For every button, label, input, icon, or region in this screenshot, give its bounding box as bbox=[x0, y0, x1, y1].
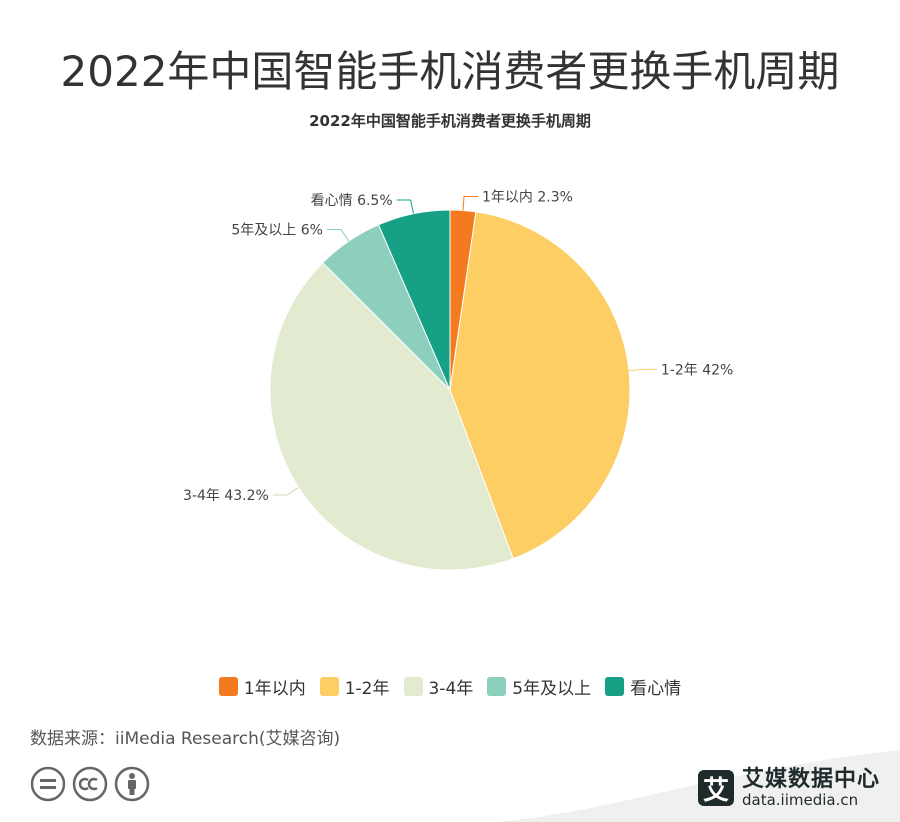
source-note: 数据来源：iiMedia Research(艾媒咨询) bbox=[30, 729, 341, 749]
data-label-3: 5年及以上 6% bbox=[231, 223, 323, 239]
legend-label: 看心情 bbox=[630, 679, 682, 699]
brand-logo: 艾 bbox=[697, 770, 734, 807]
legend: 1年以内 1-2年 3-4年 5年及以上 看心情 bbox=[0, 674, 900, 699]
legend-item-2: 3-4年 bbox=[403, 674, 474, 699]
legend-item-3: 5年及以上 bbox=[487, 674, 591, 699]
legend-swatch bbox=[487, 677, 507, 696]
leader-line-4 bbox=[396, 199, 414, 214]
legend-label: 3-4年 bbox=[428, 679, 474, 699]
legend-item-1: 1-2年 bbox=[319, 674, 390, 699]
page-title: 2022年中国智能手机消费者更换手机周期 bbox=[60, 47, 840, 96]
data-label-1: 1-2年 42% bbox=[661, 362, 733, 378]
legend-swatch bbox=[605, 677, 625, 696]
pie-chart: 1年以内 2.3% 1-2年 42% 3-4年 43.2% 5年及以上 6% 看心情 6… bbox=[183, 190, 733, 571]
pie-slice-2 bbox=[269, 262, 514, 571]
legend-swatch bbox=[319, 677, 339, 696]
pie-slice-4 bbox=[377, 209, 451, 391]
legend-label: 1-2年 bbox=[344, 679, 390, 699]
legend-item-4: 看心情 bbox=[605, 674, 681, 699]
equals-icon bbox=[30, 766, 66, 802]
leader-line-0 bbox=[462, 196, 479, 211]
data-label-4: 看心情 6.5% bbox=[311, 193, 393, 209]
leader-line-3 bbox=[326, 229, 350, 242]
legend-swatch bbox=[218, 677, 238, 696]
data-label-2: 3-4年 43.2% bbox=[183, 488, 269, 504]
brand-url: data.iimedia.cn bbox=[741, 791, 859, 810]
brand: 艾 艾媒数据中心 data.iimedia.cn bbox=[697, 767, 880, 810]
person-icon bbox=[114, 766, 150, 802]
cc-icon bbox=[72, 766, 108, 802]
leader-line-1 bbox=[628, 368, 657, 372]
legend-swatch bbox=[403, 677, 423, 696]
legend-item-0: 1年以内 bbox=[218, 674, 306, 699]
brand-name: 艾媒数据中心 bbox=[741, 767, 880, 792]
legend-label: 1年以内 bbox=[243, 679, 306, 699]
legend-label: 5年及以上 bbox=[512, 679, 592, 699]
leader-line-2 bbox=[272, 486, 299, 496]
data-label-0: 1年以内 2.3% bbox=[482, 190, 573, 206]
chart-title: 2022年中国智能手机消费者更换手机周期 bbox=[309, 112, 591, 130]
license-icons bbox=[30, 766, 150, 802]
pie-slice-1 bbox=[449, 211, 631, 560]
